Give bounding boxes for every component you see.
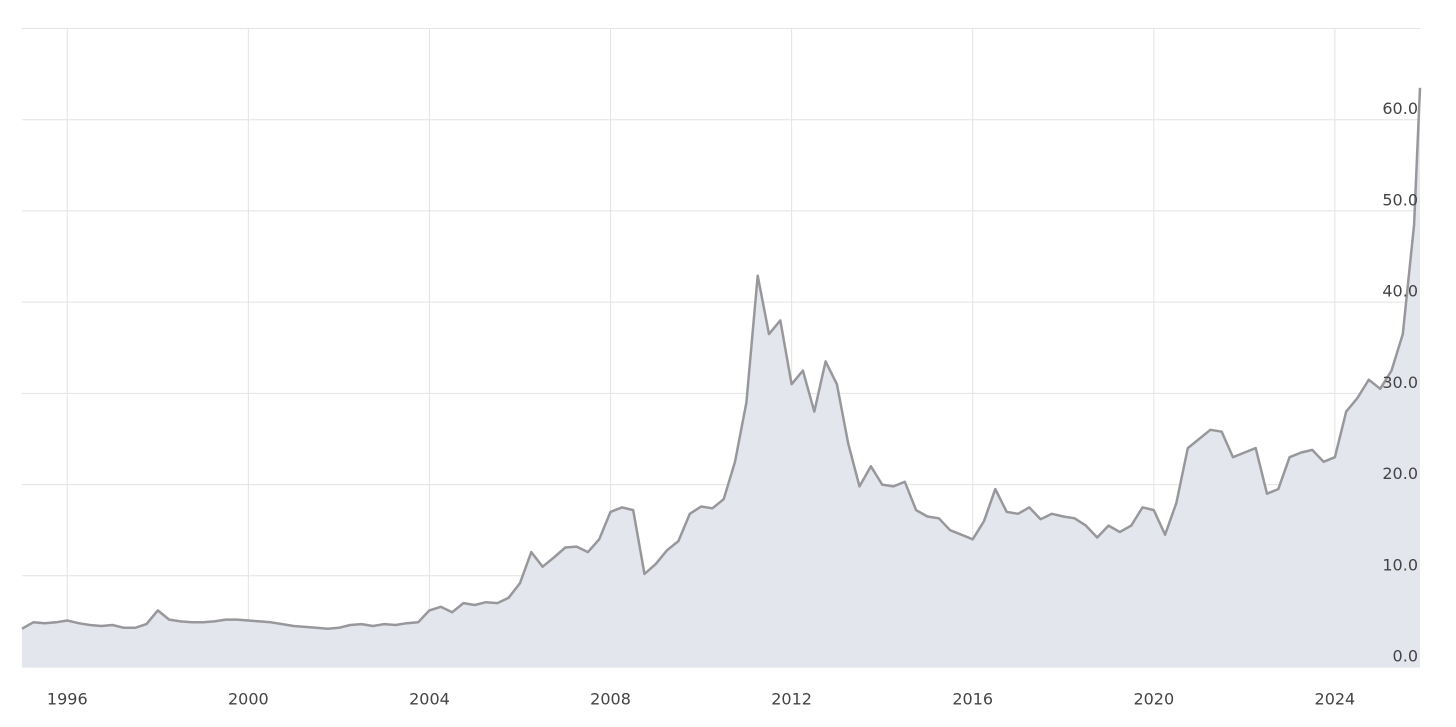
x-tick-label: 2020 xyxy=(1133,690,1174,709)
y-tick-label: 40.0 xyxy=(1382,282,1418,301)
x-tick-label: 2004 xyxy=(409,690,450,709)
x-tick-label: 2016 xyxy=(952,690,993,709)
x-tick-label: 2008 xyxy=(590,690,631,709)
price-line xyxy=(21,87,1422,630)
x-tick-label: 1996 xyxy=(47,690,88,709)
y-tick-label: 50.0 xyxy=(1382,190,1418,209)
y-tick-label: 0.0 xyxy=(1393,647,1418,666)
y-tick-label: 30.0 xyxy=(1382,373,1418,392)
area-fill xyxy=(22,87,1420,668)
y-tick-label: 10.0 xyxy=(1382,555,1418,574)
x-tick-label: 2000 xyxy=(228,690,269,709)
y-tick-label: 20.0 xyxy=(1382,464,1418,483)
x-tick-label: 2012 xyxy=(771,690,812,709)
y-tick-label: 60.0 xyxy=(1382,99,1418,118)
x-tick-label: 2024 xyxy=(1315,690,1356,709)
